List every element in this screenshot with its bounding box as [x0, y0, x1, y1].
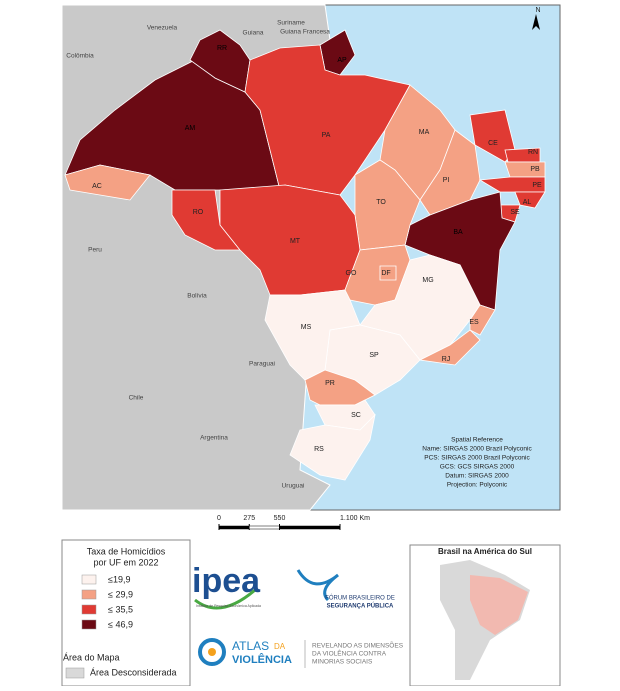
atlas-logo: ATLAS — [232, 639, 269, 653]
legend-label: ≤ 29,9 — [108, 589, 133, 599]
legend-swatch — [81, 589, 97, 600]
inset-brazil — [470, 575, 528, 635]
forum-logo: SEGURANÇA PÚBLICA — [327, 603, 394, 610]
spatial-reference: GCS: GCS SIRGAS 2000 — [440, 464, 515, 471]
atlas-logo: DA — [274, 642, 286, 651]
state-label: AC — [92, 183, 102, 190]
state-label: ES — [469, 319, 479, 326]
state — [171, 189, 241, 251]
state — [478, 176, 546, 193]
state — [289, 413, 376, 481]
spatial-reference: Spatial Reference — [451, 437, 503, 444]
country-label: Colômbia — [66, 53, 94, 60]
scale-label: 1.100 Km — [340, 515, 370, 522]
state-label: RS — [314, 446, 324, 453]
state-label: MG — [422, 277, 433, 284]
state — [379, 265, 397, 281]
state-label: SP — [369, 352, 379, 359]
ipea-logo: ipea — [192, 562, 261, 600]
atlas-sub: REVELANDO AS DIMENSÕES — [312, 641, 404, 650]
state-label: BA — [453, 229, 463, 236]
scale-label: 275 — [243, 515, 255, 522]
country-label: Uruguai — [282, 483, 305, 490]
north-arrow — [532, 14, 540, 30]
legend-swatch — [81, 619, 97, 630]
atlas-icon-dot — [208, 648, 216, 656]
state-label: SC — [351, 412, 361, 419]
state — [189, 29, 251, 93]
legend-title: Taxa de Homicídios — [87, 546, 166, 556]
country-label: Peru — [88, 247, 102, 254]
legend-swatch — [81, 574, 97, 585]
forum-icon — [296, 569, 339, 602]
legend-label: Área Desconsiderada — [90, 667, 177, 677]
state-label: PR — [325, 380, 335, 387]
spatial-reference: Datum: SIRGAS 2000 — [445, 473, 509, 480]
state-label: MA — [419, 129, 430, 136]
legend-label: ≤ 35,5 — [108, 604, 133, 614]
scale-segment — [249, 525, 280, 530]
state-label: RN — [528, 149, 538, 156]
spatial-reference: Projection: Polyconic — [447, 482, 508, 489]
legend-label: ≤19,9 — [108, 574, 130, 584]
country-label: Chile — [129, 395, 144, 402]
country-label: Suriname — [277, 20, 305, 27]
forum-logo: FÓRUM BRASILEIRO DE — [325, 595, 395, 602]
state-label: RJ — [442, 356, 451, 363]
state-label: PA — [322, 132, 331, 139]
legend-swatch — [65, 667, 85, 679]
scale-label: 0 — [217, 515, 221, 522]
country-label: Guiana Francesa — [280, 29, 330, 36]
country-label: Paraguai — [249, 361, 275, 368]
state — [514, 191, 546, 209]
state-label: AP — [337, 57, 347, 64]
state-label: TO — [376, 199, 386, 206]
legend-area-title: Área do Mapa — [63, 652, 120, 662]
scale-segment — [279, 525, 341, 530]
state-label: AL — [523, 199, 532, 206]
state-label: PE — [532, 182, 542, 189]
state-label: DF — [381, 270, 390, 277]
state-label: PI — [443, 177, 450, 184]
north-label: N — [535, 7, 540, 14]
country-label: Bolívia — [187, 293, 207, 300]
state-label: SE — [510, 209, 520, 216]
country-label: Venezuela — [147, 25, 178, 32]
state-label: AM — [185, 125, 196, 132]
state-label: GO — [346, 270, 357, 277]
scale-segment — [218, 525, 250, 530]
atlas-sub: MINORIAS SOCIAIS — [312, 659, 373, 666]
state-label: CE — [488, 140, 498, 147]
atlas-logo: VIOLÊNCIA — [232, 653, 292, 666]
state-label: MT — [290, 238, 301, 245]
state — [418, 329, 481, 366]
state — [264, 289, 361, 381]
state — [469, 304, 496, 336]
legend-label: ≤ 46,9 — [108, 619, 133, 629]
state — [64, 164, 151, 201]
state-label: RR — [217, 45, 227, 52]
state-label: MS — [301, 324, 312, 331]
scale-label: 550 — [274, 515, 286, 522]
state-label: PB — [530, 166, 540, 173]
spatial-reference: PCS: SIRGAS 2000 Brazil Polyconic — [424, 455, 530, 462]
country-label: Guiana — [243, 30, 264, 37]
legend-title: por UF em 2022 — [93, 557, 158, 567]
atlas-icon — [198, 638, 226, 666]
country-label: Argentina — [200, 435, 228, 442]
ipea-swoosh — [194, 588, 256, 610]
state — [359, 254, 481, 361]
spatial-reference: Name: SIRGAS 2000 Brazil Polyconic — [422, 446, 532, 453]
ipea-sub: Instituto de Pesquisa Econômica Aplicada — [196, 604, 261, 608]
inset-title: Brasil na América do Sul — [438, 547, 532, 556]
atlas-sub: DA VIOLÊNCIA CONTRA — [312, 649, 387, 658]
state-label: RO — [193, 209, 204, 216]
legend-swatch — [81, 604, 97, 615]
